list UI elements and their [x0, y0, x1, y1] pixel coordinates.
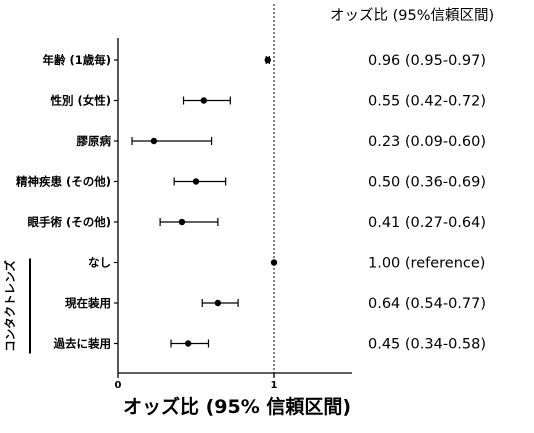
- row-label: 年齢 (1歳毎): [42, 53, 111, 67]
- ci-text: 0.45 (0.34-0.58): [368, 337, 486, 353]
- ci-text: 0.64 (0.54-0.77): [368, 296, 486, 312]
- point-estimate: [185, 340, 192, 347]
- row-label: 現在装用: [65, 296, 111, 310]
- x-tick-label: 1: [271, 380, 278, 391]
- x-axis-title: オッズ比 (95% 信頼区間): [123, 395, 351, 418]
- point-estimate: [192, 178, 200, 185]
- row-label: なし: [88, 256, 111, 270]
- row-label: 眼手術 (その他): [27, 215, 111, 229]
- row-label: 膠原病: [77, 134, 112, 148]
- ci-text: 0.96 (0.95-0.97): [368, 53, 486, 69]
- ci-text: 0.55 (0.42-0.72): [368, 94, 486, 110]
- ci-text: 0.41 (0.27-0.64): [368, 215, 486, 231]
- point-estimate: [200, 97, 207, 104]
- point-estimate: [214, 299, 222, 307]
- row-label: 精神疾患 (その他): [16, 175, 111, 189]
- x-tick-label: 0: [115, 380, 122, 391]
- row-label: 性別 (女性): [50, 94, 111, 108]
- ci-text: 1.00 (reference): [368, 256, 485, 272]
- ci-text: 0.23 (0.09-0.60): [368, 134, 486, 150]
- point-estimate: [150, 137, 158, 145]
- group-label: コンタクトレンズ: [3, 260, 17, 352]
- point-estimate: [264, 56, 271, 64]
- row-label: 過去に装用: [53, 337, 112, 351]
- point-estimate: [270, 259, 278, 266]
- point-estimate: [178, 218, 186, 226]
- column-header: オッズ比 (95%信頼区間): [330, 7, 494, 24]
- ci-text: 0.50 (0.36-0.69): [368, 175, 486, 191]
